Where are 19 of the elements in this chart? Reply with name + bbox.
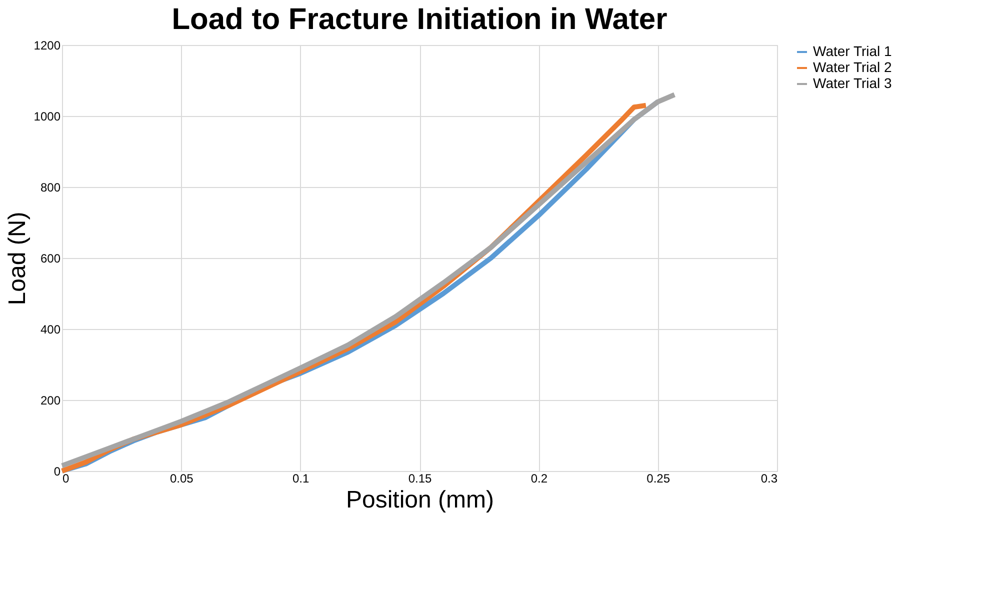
y-tick-label: 1200	[34, 38, 61, 52]
x-tick-label: 0.2	[530, 472, 548, 486]
y-tick-label: 200	[40, 394, 61, 408]
x-tick-label: 0.25	[646, 472, 670, 486]
legend-label: Water Trial 1	[813, 43, 892, 59]
x-tick-label: 0	[62, 472, 70, 486]
x-tick-label: 0.1	[292, 472, 310, 486]
y-axis-title: Load (N)	[4, 212, 31, 306]
x-tick-label: 0.05	[170, 472, 194, 486]
legend-label: Water Trial 2	[813, 59, 892, 75]
legend-label: Water Trial 3	[813, 75, 892, 91]
y-tick-label: 400	[40, 322, 61, 336]
x-tick-label: 0.3	[760, 472, 778, 486]
y-tick-label: 800	[40, 180, 61, 194]
x-axis-title: Position (mm)	[346, 486, 494, 514]
x-tick-label: 0.15	[408, 472, 432, 486]
y-tick-label: 1000	[34, 110, 61, 124]
y-tick-label: 600	[40, 252, 61, 266]
chart-title: Load to Fracture Initiation in Water	[172, 3, 668, 36]
